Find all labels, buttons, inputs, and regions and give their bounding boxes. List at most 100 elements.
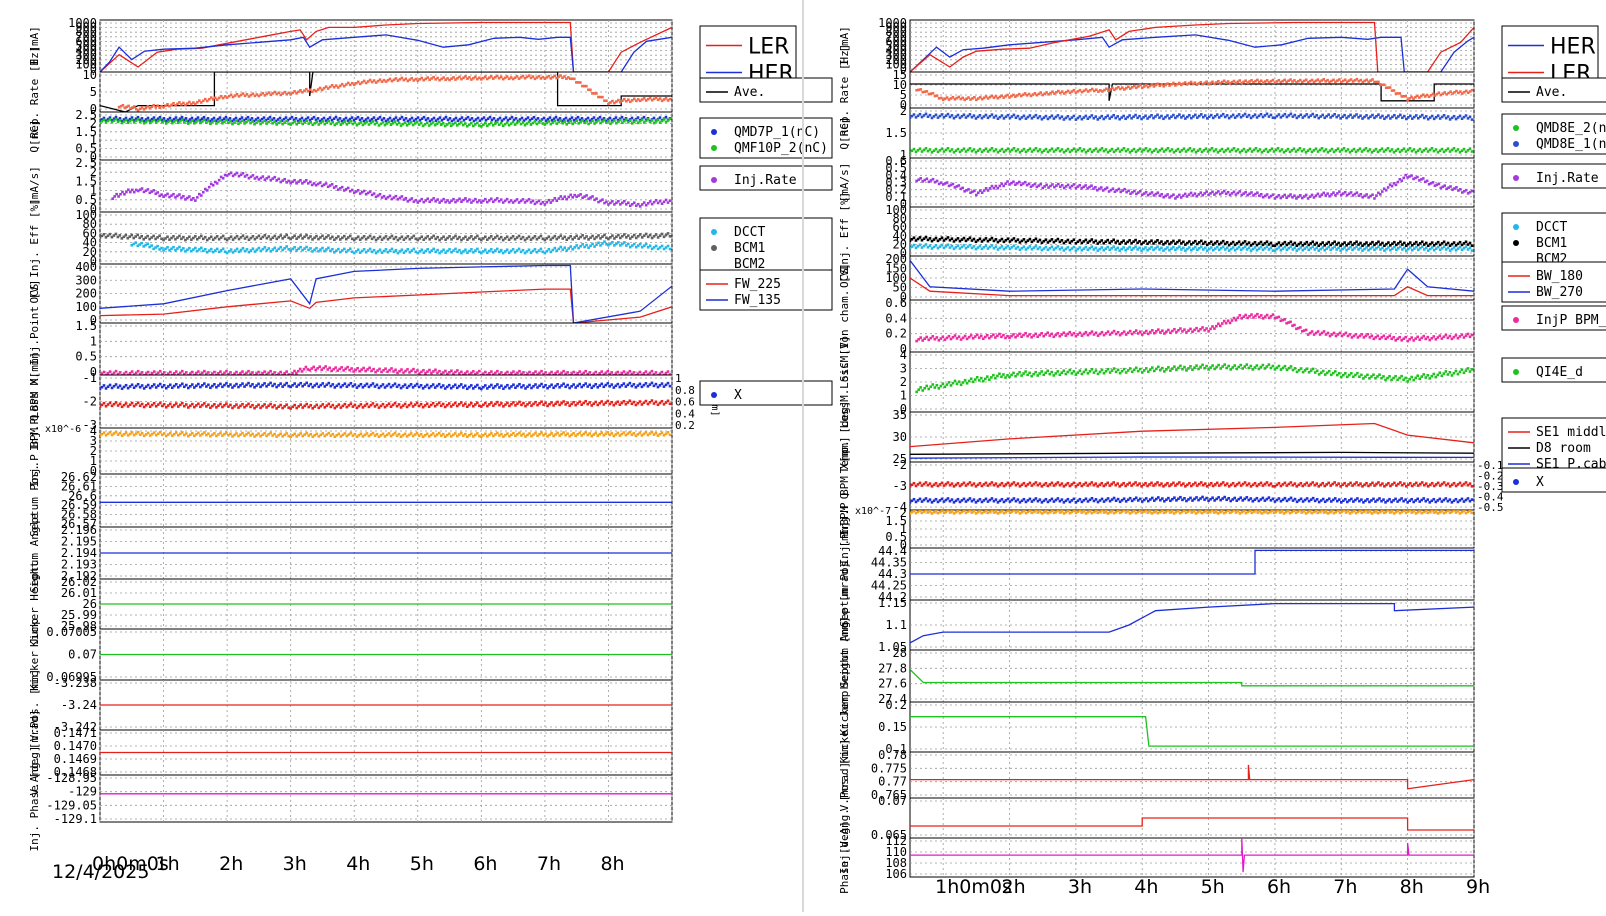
data-point xyxy=(1278,194,1281,197)
data-point xyxy=(137,431,140,434)
data-point xyxy=(1172,193,1175,196)
data-point xyxy=(556,432,559,435)
data-point xyxy=(623,400,626,403)
data-point xyxy=(1160,115,1163,118)
data-point xyxy=(427,117,430,120)
data-point xyxy=(1017,115,1020,118)
legend-marker xyxy=(711,177,717,183)
data-point xyxy=(432,432,435,435)
data-point xyxy=(426,432,429,435)
data-point xyxy=(109,384,112,387)
data-point xyxy=(1190,192,1193,195)
data-point xyxy=(307,116,310,119)
data-point xyxy=(159,118,162,121)
data-point xyxy=(610,383,613,386)
data-point xyxy=(490,197,493,200)
data-point xyxy=(631,117,634,120)
data-point xyxy=(315,235,318,238)
data-point xyxy=(175,119,178,122)
data-point xyxy=(141,371,144,374)
data-point xyxy=(332,433,335,436)
data-point xyxy=(659,116,662,119)
data-point xyxy=(236,248,239,251)
legend-marker xyxy=(1513,125,1519,131)
y-axis-label: Inj. Eff [%] xyxy=(28,198,41,277)
data-point xyxy=(1255,147,1258,150)
y-tick-label: -2 xyxy=(83,395,97,409)
data-point xyxy=(1355,113,1358,116)
data-point xyxy=(1233,191,1236,194)
data-point xyxy=(665,199,668,202)
data-point xyxy=(516,75,519,78)
data-point xyxy=(416,121,419,124)
data-point xyxy=(1222,113,1225,116)
data-point xyxy=(185,403,188,406)
data-point xyxy=(263,116,266,119)
panel-frame xyxy=(100,775,672,822)
data-point xyxy=(1432,181,1435,184)
data-point xyxy=(973,148,976,151)
data-point xyxy=(273,404,276,407)
data-point xyxy=(1471,89,1474,92)
legend-label: QMD8E_2(nC) xyxy=(1536,121,1606,136)
data-point xyxy=(299,382,302,385)
data-point xyxy=(1094,115,1097,118)
data-point xyxy=(268,235,271,238)
time-tick-label: 7h xyxy=(537,853,561,875)
data-point xyxy=(538,75,541,78)
data-point xyxy=(207,432,210,435)
data-point xyxy=(615,116,618,119)
data-point xyxy=(175,370,178,373)
data-point xyxy=(1326,192,1329,195)
data-point xyxy=(349,235,352,238)
data-point xyxy=(611,241,614,244)
data-point xyxy=(1381,115,1384,118)
data-point xyxy=(1393,89,1396,92)
data-point xyxy=(1139,147,1142,150)
data-point xyxy=(185,432,188,435)
data-point xyxy=(369,235,372,238)
data-point xyxy=(383,117,386,120)
data-point xyxy=(477,117,480,120)
data-point xyxy=(1249,147,1252,150)
legend-label: DCCT xyxy=(734,225,765,240)
data-point xyxy=(388,432,391,435)
data-point xyxy=(247,432,250,435)
data-point xyxy=(368,367,371,370)
data-point xyxy=(566,432,569,435)
data-point xyxy=(500,371,503,374)
data-point xyxy=(540,400,543,403)
time-tick-label: 5h xyxy=(410,853,434,875)
data-point xyxy=(175,116,178,119)
data-point xyxy=(476,401,479,404)
data-point xyxy=(651,431,654,434)
data-point xyxy=(357,248,360,251)
data-point xyxy=(617,241,620,244)
data-point xyxy=(357,116,360,119)
data-point xyxy=(563,195,566,198)
data-point xyxy=(194,235,197,238)
data-point xyxy=(649,97,652,100)
data-point xyxy=(153,383,156,386)
data-point xyxy=(439,116,442,119)
data-point xyxy=(565,117,568,120)
data-point xyxy=(588,371,591,374)
data-point xyxy=(1211,147,1214,150)
data-point xyxy=(951,148,954,151)
data-point xyxy=(236,235,239,238)
data-point xyxy=(1349,114,1352,117)
data-point xyxy=(979,114,982,117)
data-point xyxy=(398,384,401,387)
data-point xyxy=(1073,246,1076,249)
legend-label: LER xyxy=(748,35,789,60)
data-point xyxy=(573,78,576,81)
data-point xyxy=(661,245,664,248)
data-point xyxy=(150,244,153,247)
data-point xyxy=(385,235,388,238)
data-point xyxy=(460,401,463,404)
data-point xyxy=(251,371,254,374)
data-point xyxy=(935,237,938,240)
data-point xyxy=(216,235,219,238)
data-point xyxy=(235,383,238,386)
data-point xyxy=(1128,246,1131,249)
